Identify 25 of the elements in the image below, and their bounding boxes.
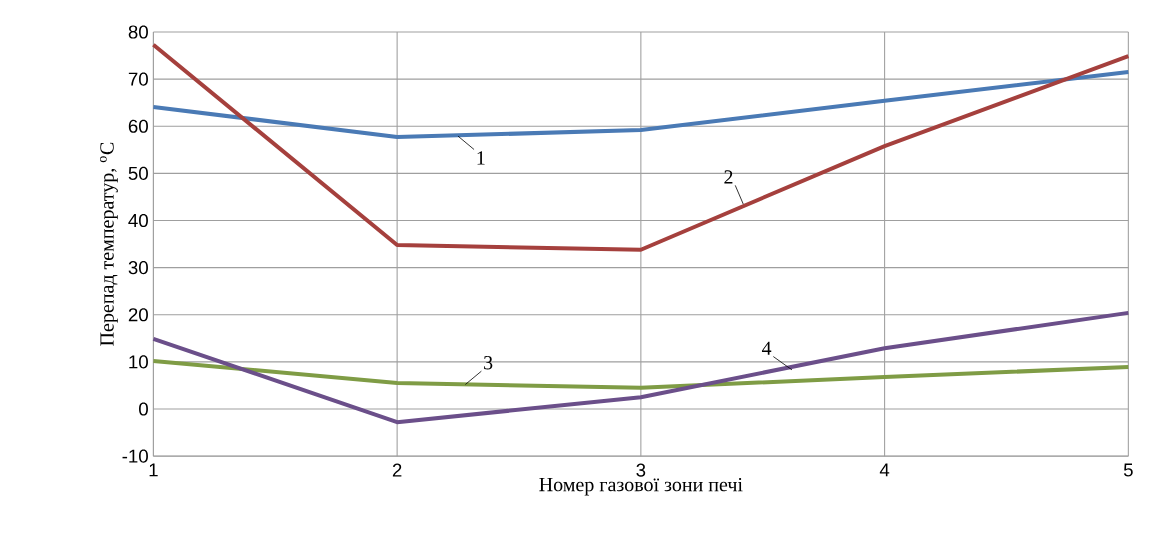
line-series (151, 310, 1131, 424)
y-tick-label: 80 (128, 25, 148, 39)
y-tick-label: -10 (122, 449, 148, 463)
y-tick-label: 70 (128, 72, 148, 86)
y-tick-label: 0 (139, 402, 148, 416)
annotation: 1 (477, 150, 485, 165)
annotation: 2 (724, 170, 733, 184)
annotation: 3 (484, 355, 493, 370)
line-series (151, 69, 1131, 139)
line-series (151, 358, 1131, 390)
y-tick-label: 60 (128, 119, 148, 133)
x-tick-label: 2 (392, 463, 402, 477)
x-tick-label: 4 (879, 463, 890, 477)
y-tick-label: 20 (128, 307, 148, 322)
y-tick-label: 50 (128, 166, 148, 180)
y-axis-title: Перепад температур, $^{o}$C (99, 142, 118, 346)
x-tick-label: 3 (636, 463, 646, 477)
line-series (151, 42, 1131, 252)
x-axis-title: Номер газової зони печі (539, 477, 743, 496)
y-tick-label: 10 (129, 355, 148, 369)
y-tick-label: 40 (128, 213, 148, 227)
x-tick-label: 5 (1123, 463, 1133, 477)
annotation: 4 (761, 341, 772, 355)
x-tick-label: 1 (149, 463, 158, 477)
y-tick-label: 30 (128, 260, 148, 275)
